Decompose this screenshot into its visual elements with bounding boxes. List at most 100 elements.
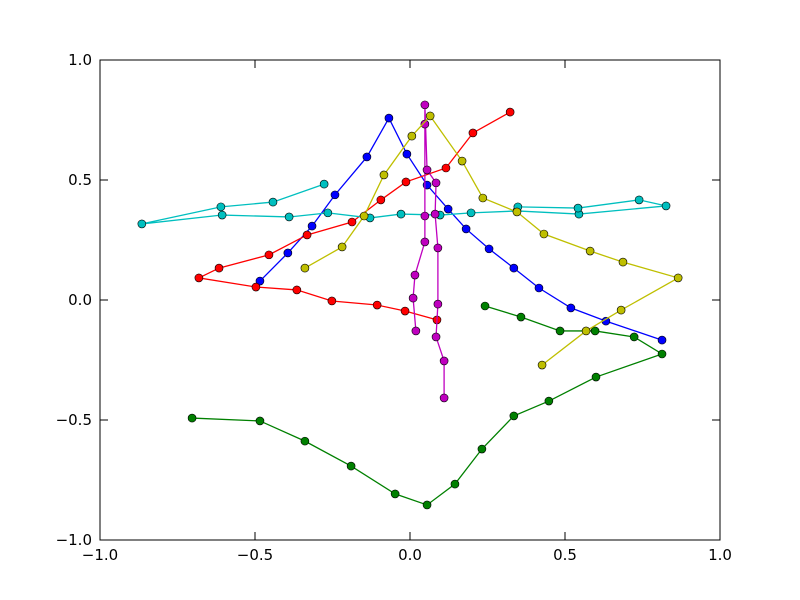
point — [346, 461, 356, 471]
point — [401, 177, 411, 187]
point — [420, 211, 430, 221]
point — [566, 303, 576, 313]
point — [216, 202, 226, 212]
point — [300, 263, 310, 273]
point — [439, 393, 449, 403]
point — [300, 436, 310, 446]
point — [390, 489, 400, 499]
y-tick-label: −1.0 — [56, 531, 92, 549]
point — [420, 100, 430, 110]
point — [264, 250, 274, 260]
point — [330, 190, 340, 200]
point — [137, 219, 147, 229]
point — [544, 396, 554, 406]
point — [411, 326, 421, 336]
point — [478, 193, 488, 203]
point — [484, 244, 494, 254]
point — [420, 119, 430, 129]
point — [512, 207, 522, 217]
point — [396, 209, 406, 219]
point — [468, 128, 478, 138]
point — [408, 293, 418, 303]
x-tick-label: 1.0 — [708, 546, 732, 564]
point — [302, 230, 312, 240]
point — [379, 170, 389, 180]
point — [255, 416, 265, 426]
point — [555, 326, 565, 336]
x-tick-label: 0.0 — [398, 546, 422, 564]
point — [433, 299, 443, 309]
plot-frame — [99, 59, 721, 541]
point — [400, 306, 410, 316]
point — [255, 276, 265, 286]
point — [616, 305, 626, 315]
series-line — [196, 111, 511, 321]
point — [359, 211, 369, 221]
point — [573, 203, 583, 213]
point — [292, 285, 302, 295]
point — [376, 195, 386, 205]
point — [251, 282, 261, 292]
y-tick-label: 1.0 — [68, 51, 92, 69]
point — [661, 201, 671, 211]
point — [629, 332, 639, 342]
point — [362, 152, 372, 162]
point — [214, 263, 224, 273]
y-tick-label: −0.5 — [56, 411, 92, 429]
point — [591, 372, 601, 382]
point — [431, 178, 441, 188]
point — [187, 413, 197, 423]
point — [509, 263, 519, 273]
point — [439, 356, 449, 366]
point — [402, 149, 412, 159]
point — [477, 444, 487, 454]
series-line — [259, 116, 663, 341]
point — [657, 335, 667, 345]
point — [466, 208, 476, 218]
point — [673, 273, 683, 283]
point — [327, 296, 337, 306]
point — [319, 179, 329, 189]
point — [430, 209, 440, 219]
point — [590, 326, 600, 336]
point — [217, 210, 227, 220]
point — [422, 165, 432, 175]
point — [457, 156, 467, 166]
point — [283, 248, 293, 258]
point — [537, 360, 547, 370]
point — [284, 212, 294, 222]
point — [480, 301, 490, 311]
point — [307, 221, 317, 231]
point — [384, 113, 394, 123]
x-tick-label: −1.0 — [82, 546, 118, 564]
point — [516, 312, 526, 322]
point — [634, 195, 644, 205]
point — [657, 349, 667, 359]
point — [581, 326, 591, 336]
y-tick-label: 0.0 — [68, 291, 92, 309]
y-tick-label: 0.5 — [68, 171, 92, 189]
point — [461, 224, 471, 234]
point — [585, 246, 595, 256]
point — [347, 217, 357, 227]
point — [433, 243, 443, 253]
point — [505, 107, 515, 117]
point — [450, 479, 460, 489]
point — [194, 273, 204, 283]
point — [410, 270, 420, 280]
point — [268, 197, 278, 207]
point — [618, 257, 628, 267]
point — [422, 500, 432, 510]
point — [337, 242, 347, 252]
x-tick-label: 0.5 — [553, 546, 577, 564]
point — [323, 208, 333, 218]
point — [407, 131, 417, 141]
point — [539, 229, 549, 239]
point — [509, 411, 519, 421]
point — [425, 111, 435, 121]
point — [441, 163, 451, 173]
series-line — [304, 114, 680, 366]
point — [443, 204, 453, 214]
